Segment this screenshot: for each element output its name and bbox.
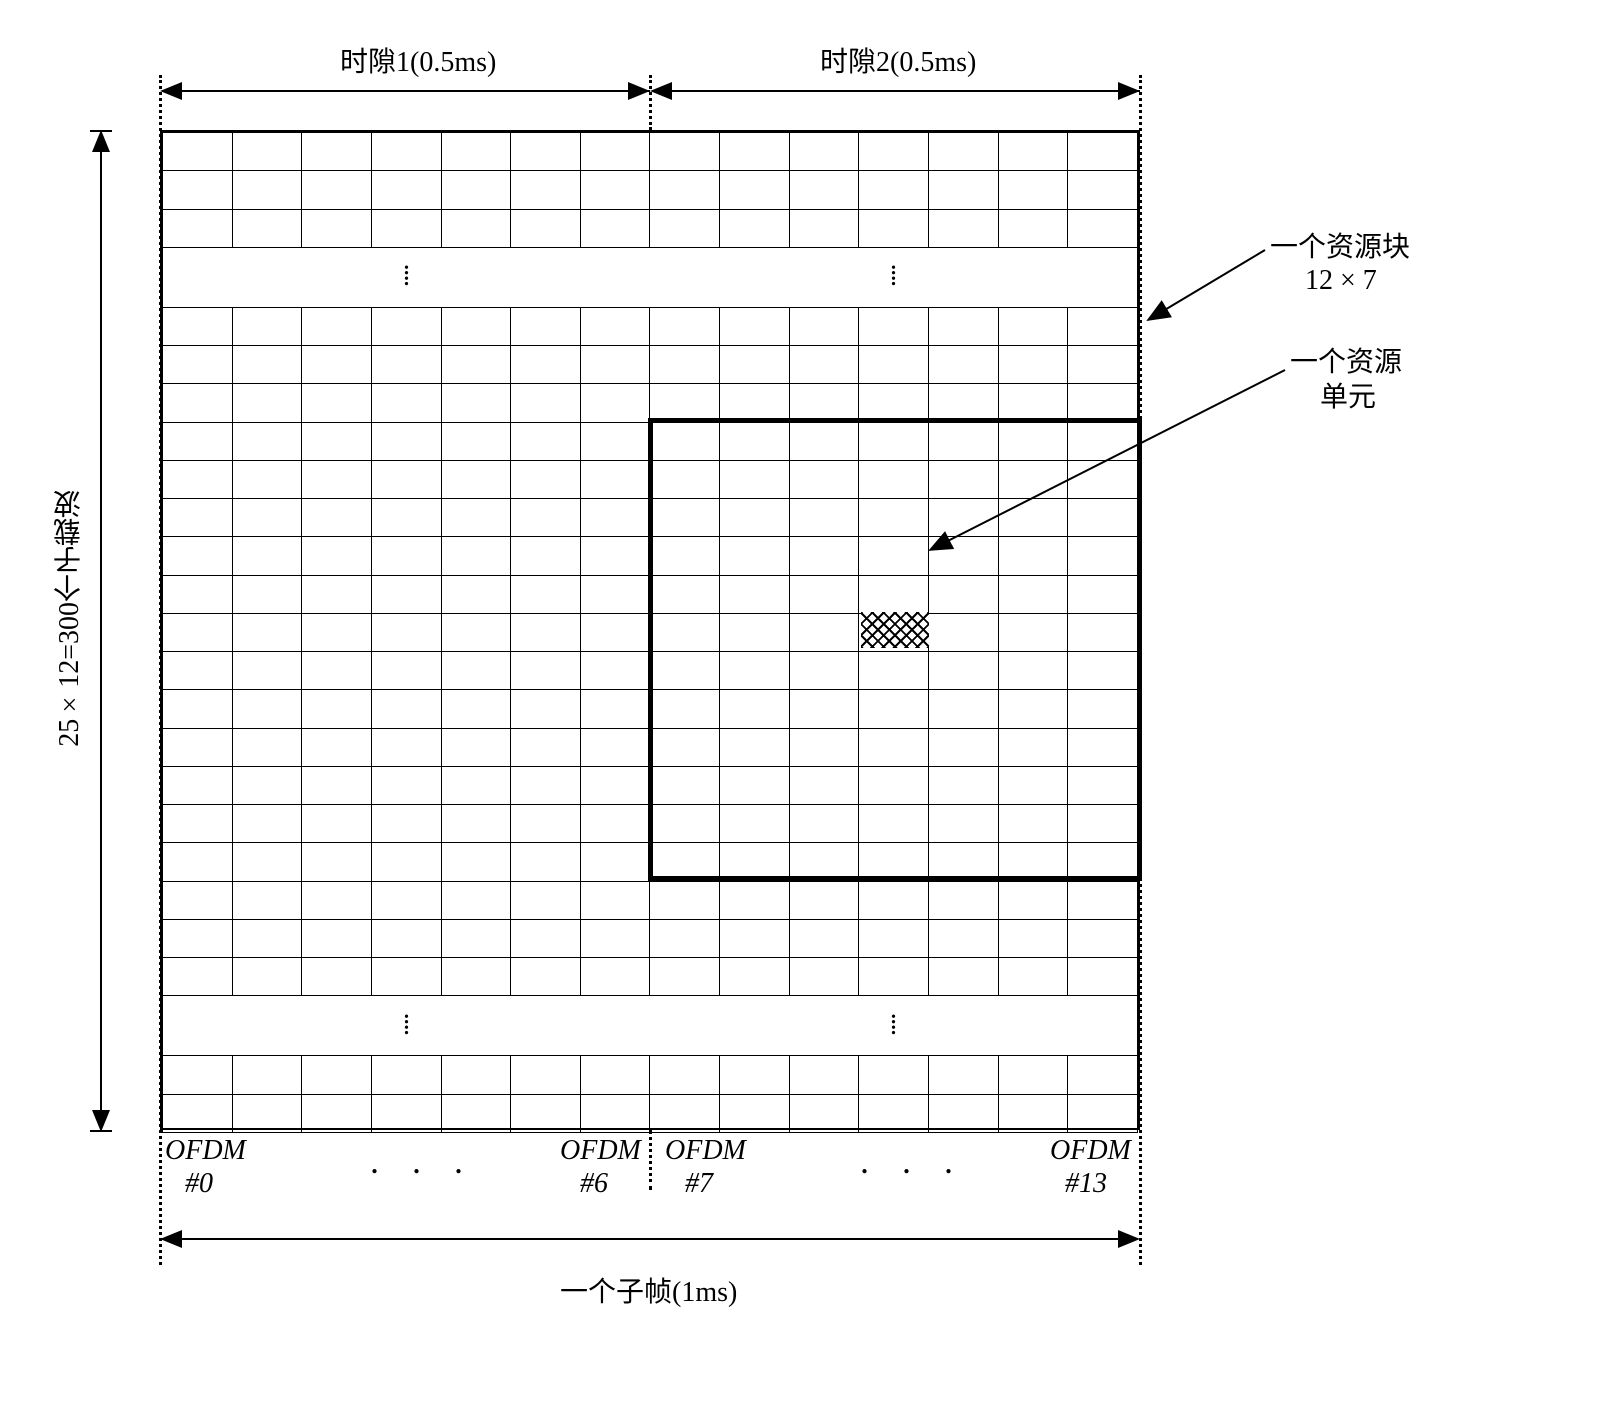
subframe-arrow-line xyxy=(180,1238,1120,1240)
subframe-label: 一个子帧(1ms) xyxy=(560,1270,737,1310)
ofdm7-label: OFDM xyxy=(665,1135,746,1167)
dotted-mid-bottom xyxy=(649,1130,652,1190)
yaxis-tick-bottom xyxy=(90,1130,112,1132)
ofdm7-num: #7 xyxy=(685,1168,713,1200)
subframe-arrow-right xyxy=(1118,1230,1140,1248)
resource-block-dim: 12 × 7 xyxy=(1305,265,1377,297)
ofdm6-num: #6 xyxy=(580,1168,608,1200)
slot1-arrow-left xyxy=(160,82,182,100)
dots-slot2: . . . xyxy=(860,1140,965,1182)
ofdm0-num: #0 xyxy=(185,1168,213,1200)
ofdm0-label: OFDM xyxy=(165,1135,246,1167)
resource-element-title2: 单元 xyxy=(1320,375,1376,415)
ofdm13-label: OFDM xyxy=(1050,1135,1131,1167)
slot2-arrow-right xyxy=(1118,82,1140,100)
resource-element-title1: 一个资源 xyxy=(1290,340,1402,380)
yaxis-label: 25×12=300个子载波 xyxy=(50,490,90,747)
resource-grid: ⁞⁞⁞⁞ xyxy=(160,130,1140,1130)
slot2-arrow-left xyxy=(650,82,672,100)
ofdm6-label: OFDM xyxy=(560,1135,641,1167)
slot1-arrow-right xyxy=(628,82,650,100)
subframe-arrow-left xyxy=(160,1230,182,1248)
ofdm13-num: #13 xyxy=(1065,1168,1107,1200)
slot1-label: 时隙1(0.5ms) xyxy=(340,40,496,80)
yaxis-arrow-down xyxy=(92,1110,110,1132)
slot1-arrow-line xyxy=(180,90,650,92)
slot2-arrow-line xyxy=(670,90,1140,92)
dotted-mid-top xyxy=(649,75,652,130)
ofdm-resource-grid-diagram: 时隙1(0.5ms) 时隙2(0.5ms) 25×12=300个子载波 ⁞⁞⁞⁞… xyxy=(40,40,1580,1384)
yaxis-tick-top xyxy=(90,130,112,132)
resource-block-title: 一个资源块 xyxy=(1270,225,1410,265)
grid-table: ⁞⁞⁞⁞ xyxy=(162,132,1138,1133)
yaxis-line xyxy=(100,148,102,1112)
slot2-label: 时隙2(0.5ms) xyxy=(820,40,976,80)
dots-slot1: . . . xyxy=(370,1140,475,1182)
